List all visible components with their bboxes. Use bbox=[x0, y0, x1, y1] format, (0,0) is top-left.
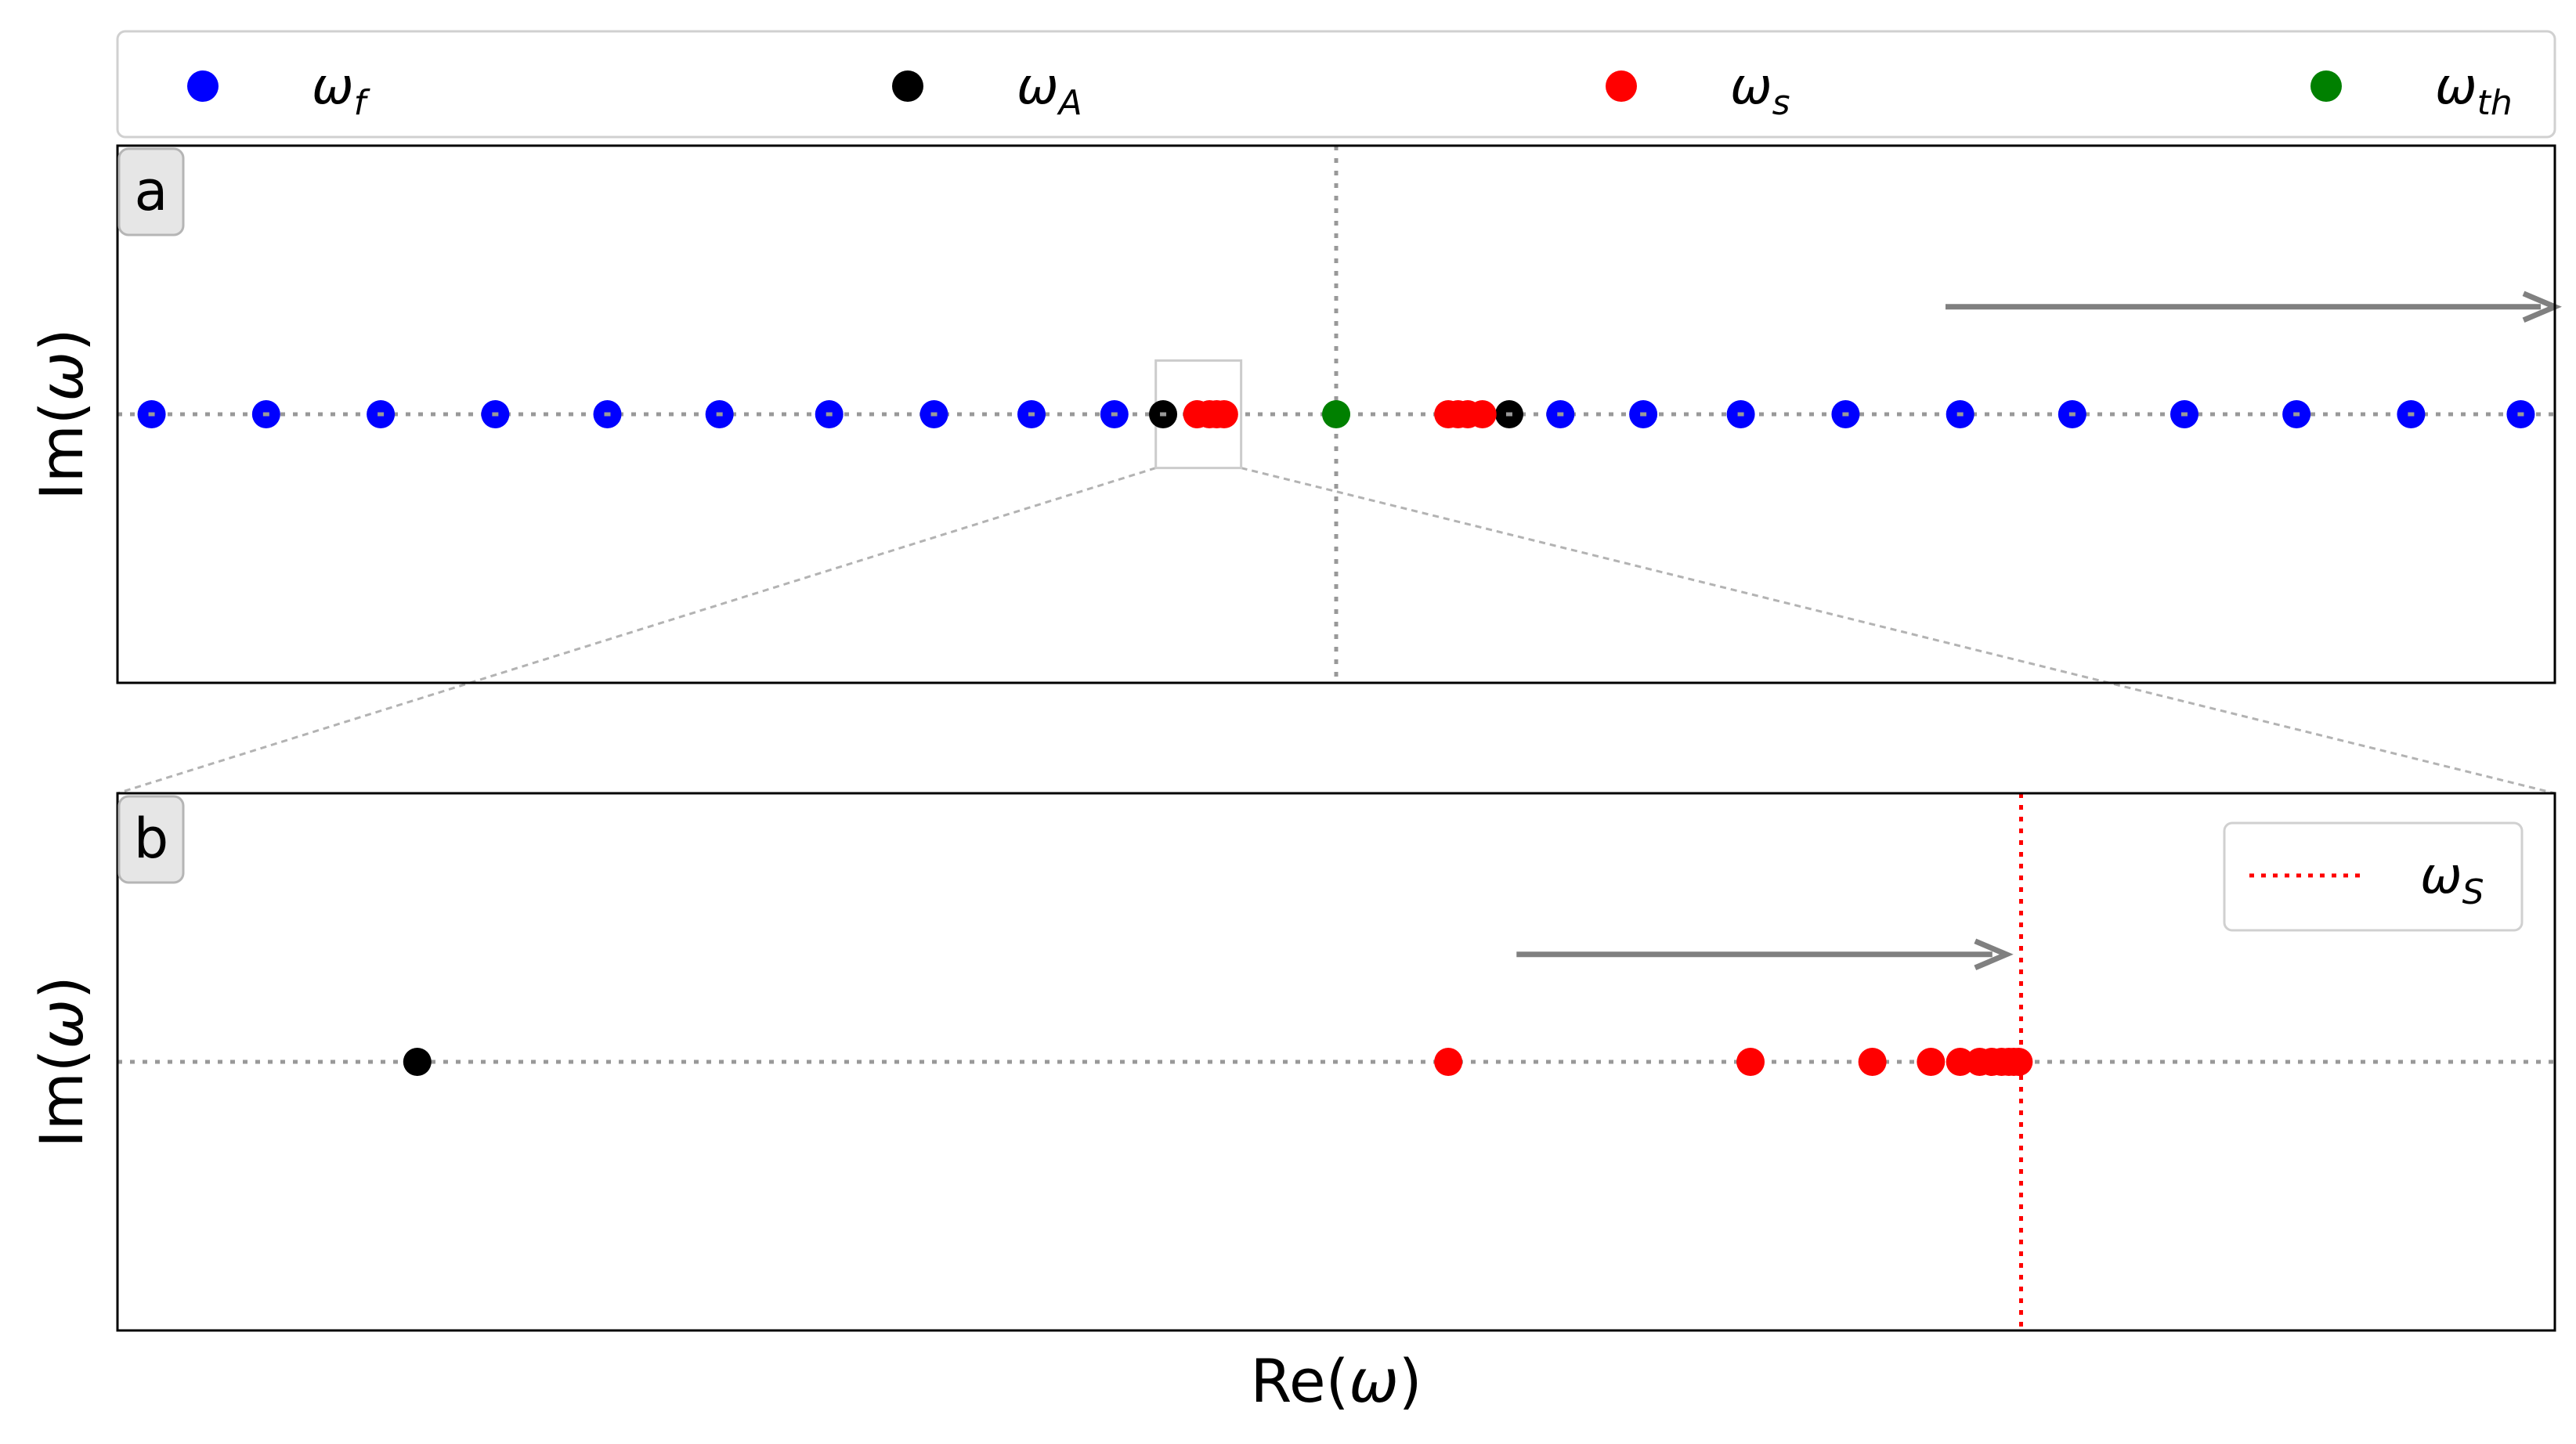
legend-label-s: ωs bbox=[1730, 58, 1790, 123]
legend-entry-s: ωs bbox=[1606, 58, 1790, 123]
legend-entry-th: ωth bbox=[2310, 58, 2513, 123]
legend-entry-A: ωA bbox=[892, 58, 1082, 123]
top-legend: ωf ωA ωs ωth bbox=[116, 30, 2556, 139]
point-s bbox=[1434, 1048, 1463, 1076]
panel-a-label-box bbox=[117, 147, 185, 236]
panel-b-label: b bbox=[134, 807, 168, 871]
panel-b-legend-frame bbox=[2223, 821, 2524, 932]
zoom-connector-right bbox=[1241, 467, 2556, 795]
panel-b-frame bbox=[116, 792, 2556, 1332]
point-s bbox=[2004, 1048, 2033, 1076]
point-s bbox=[1468, 400, 1497, 428]
point-s bbox=[1209, 400, 1238, 428]
arrow-head bbox=[1974, 938, 2014, 971]
legend-label-th: ωth bbox=[2435, 58, 2513, 123]
legend-label-A: ωA bbox=[1017, 58, 1082, 123]
panel-a-label: a bbox=[135, 159, 168, 223]
legend-marker-f bbox=[187, 70, 219, 102]
point-s bbox=[1736, 1048, 1765, 1076]
panel-a-frame bbox=[116, 144, 2556, 684]
panel-b-label-box bbox=[117, 795, 185, 884]
y-axis-label-b: Im(ω) bbox=[27, 976, 96, 1147]
panel-b-legend-label: ωS bbox=[2420, 847, 2484, 912]
top-legend-frame bbox=[116, 30, 2556, 139]
y-axis-label-a: Im(ω) bbox=[27, 328, 96, 500]
panel-a: a bbox=[116, 144, 2562, 684]
zoom-connector-left bbox=[117, 467, 1157, 795]
point-s bbox=[1946, 1048, 1974, 1076]
legend-marker-s bbox=[1606, 70, 1637, 102]
x-axis-label: Re(ω) bbox=[1250, 1346, 1422, 1416]
point-A bbox=[403, 1048, 432, 1076]
point-th bbox=[1322, 400, 1350, 428]
legend-marker-A bbox=[892, 70, 923, 102]
legend-marker-th bbox=[2310, 70, 2342, 102]
point-s bbox=[1858, 1048, 1887, 1076]
point-s bbox=[1917, 1048, 1946, 1076]
panel-b-legend: ωS bbox=[2223, 821, 2524, 932]
panel-b: b ωS bbox=[116, 792, 2556, 1332]
